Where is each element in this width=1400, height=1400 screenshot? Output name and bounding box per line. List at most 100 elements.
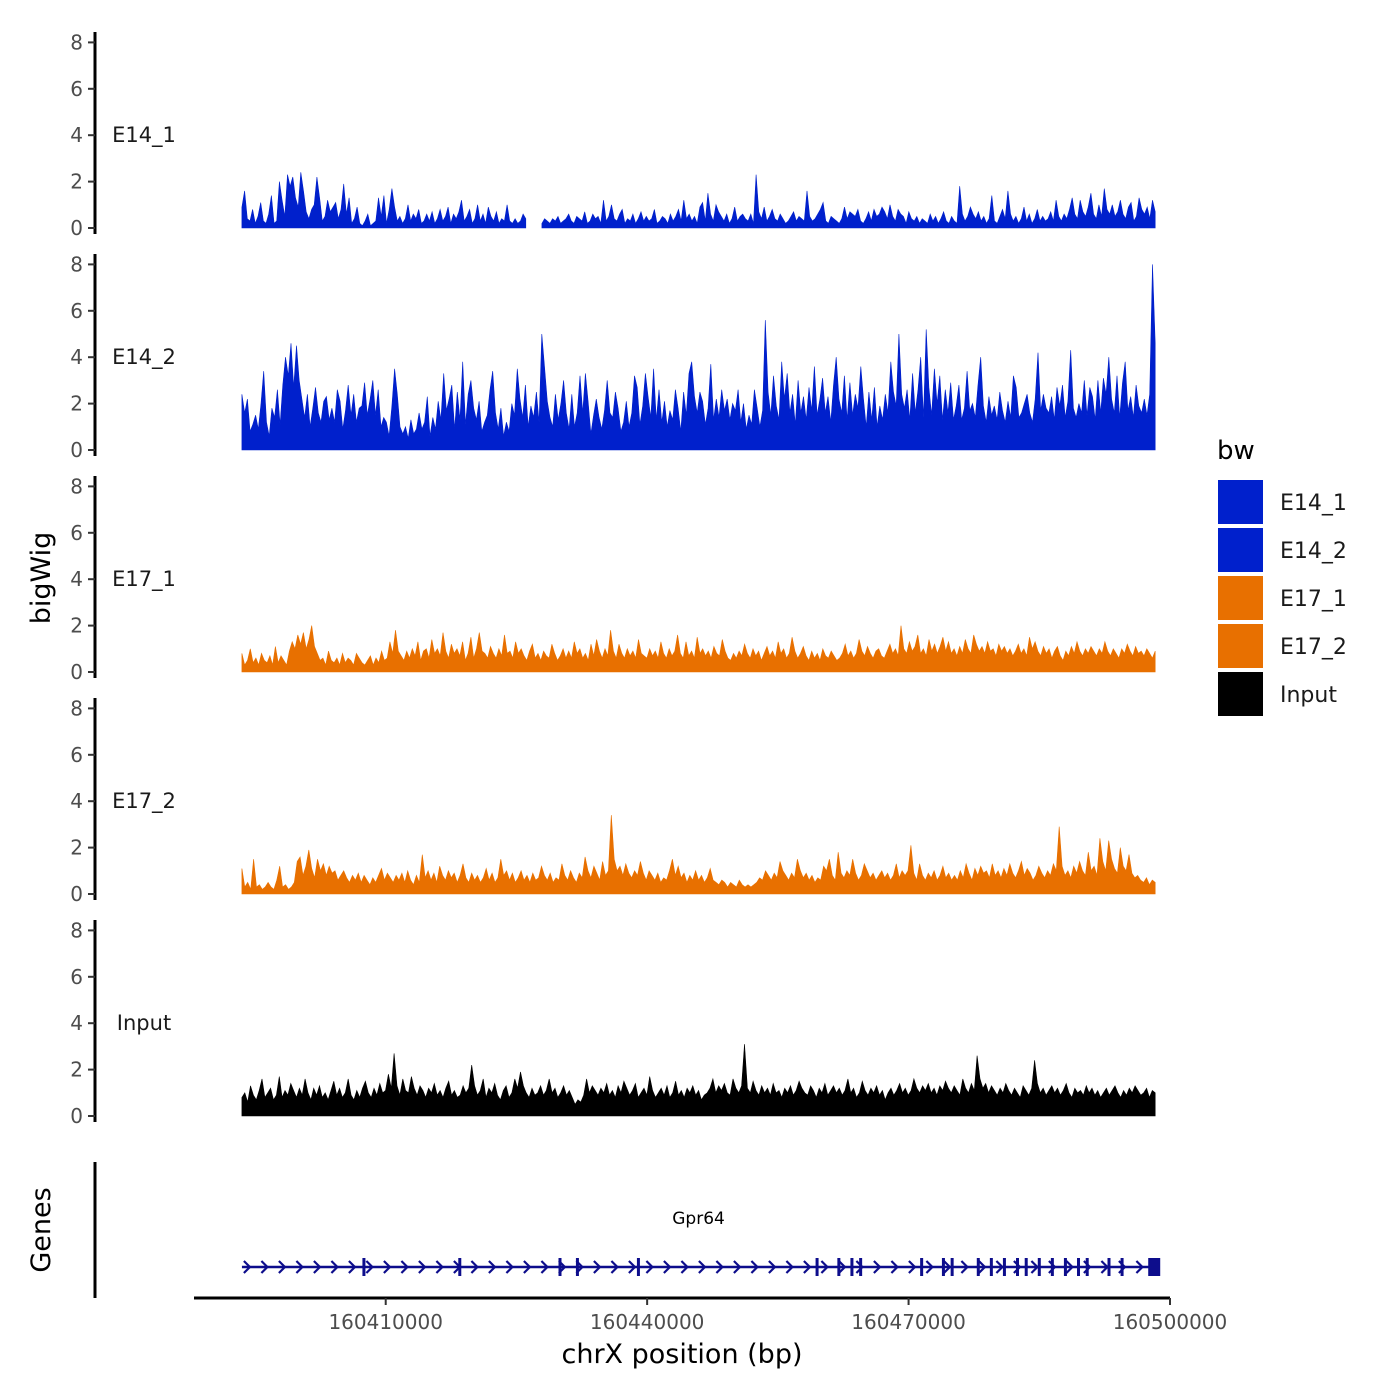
- exon: [859, 1258, 863, 1276]
- coverage-area-Input: [241, 1044, 1156, 1117]
- strand-arrow: [435, 1260, 444, 1274]
- strand-arrow: [593, 1260, 602, 1274]
- y-tick-label: 4: [70, 345, 83, 369]
- y-tick-label: 0: [70, 216, 83, 240]
- legend-swatch: [1218, 624, 1263, 668]
- legend-swatch: [1218, 576, 1263, 620]
- exon: [837, 1258, 841, 1276]
- x-tick-label: 160500000: [1113, 1310, 1228, 1334]
- strand-arrow: [348, 1260, 357, 1274]
- track-Input: 0 2 4 6 8 Input: [70, 918, 1156, 1128]
- strand-arrow: [733, 1260, 742, 1274]
- legend-item-E14_1: E14_1: [1218, 480, 1347, 524]
- strand-arrow: [488, 1260, 497, 1274]
- strand-arrow: [1030, 1260, 1039, 1274]
- y-tick-label: 8: [70, 30, 83, 54]
- y-tick-label: 2: [70, 614, 83, 638]
- strand-arrow: [1013, 1260, 1022, 1274]
- x-axis: 160410000 160440000 160470000 160500000: [194, 1296, 1228, 1334]
- coverage-area-E17_1: [241, 625, 1156, 673]
- strand-arrow: [610, 1260, 619, 1274]
- y-tick-label: 0: [70, 660, 83, 684]
- legend-item-Input: Input: [1218, 672, 1337, 716]
- y-tick-label: 2: [70, 836, 83, 860]
- strand-arrow: [523, 1260, 532, 1274]
- gene-label: Gpr64: [672, 1209, 725, 1229]
- strand-arrow: [995, 1260, 1004, 1274]
- strand-arrow: [645, 1260, 654, 1274]
- y-tick-label: 4: [70, 123, 83, 147]
- legend-swatch: [1218, 672, 1263, 716]
- strand-arrow: [908, 1260, 917, 1274]
- x-tick-label: 160440000: [590, 1310, 705, 1334]
- y-tick-label: 6: [70, 299, 83, 323]
- legend-label: Input: [1280, 683, 1337, 708]
- strand-arrow: [400, 1260, 409, 1274]
- track-label: E14_1: [112, 123, 176, 148]
- legend-item-E14_2: E14_2: [1218, 528, 1347, 572]
- legend-swatch: [1218, 480, 1263, 524]
- strand-arrow: [628, 1260, 637, 1274]
- strand-arrow: [785, 1260, 794, 1274]
- legend-title: bw: [1217, 436, 1255, 466]
- exon: [920, 1258, 924, 1276]
- track-label: E14_2: [112, 345, 176, 370]
- y-tick-label: 4: [70, 567, 83, 591]
- strand-arrow: [1065, 1260, 1074, 1274]
- y-tick-label: 8: [70, 252, 83, 276]
- y-tick-label: 6: [70, 743, 83, 767]
- genes-axis-title: Genes: [26, 1187, 57, 1272]
- strand-arrow: [260, 1260, 269, 1274]
- y-tick-label: 6: [70, 965, 83, 989]
- y-tick-label: 2: [70, 170, 83, 194]
- y-tick-label: 2: [70, 392, 83, 416]
- y-tick-label: 0: [70, 882, 83, 906]
- strand-arrow: [295, 1260, 304, 1274]
- strand-arrow: [838, 1260, 847, 1274]
- strand-arrow: [663, 1260, 672, 1274]
- exon: [1037, 1258, 1041, 1276]
- exon: [362, 1258, 366, 1276]
- legend-swatch: [1218, 528, 1263, 572]
- exon: [950, 1258, 954, 1276]
- exon: [1120, 1258, 1124, 1276]
- y-tick-label: 6: [70, 77, 83, 101]
- legend-label: E14_2: [1280, 539, 1347, 564]
- exon: [458, 1258, 462, 1276]
- y-tick-label: 8: [70, 474, 83, 498]
- track-E14_2: 0 2 4 6 8 E14_2: [70, 252, 1156, 462]
- x-axis-title: chrX position (bp): [561, 1339, 802, 1370]
- track-label: Input: [117, 1011, 171, 1035]
- legend-item-E17_2: E17_2: [1218, 624, 1347, 668]
- strand-arrow: [698, 1260, 707, 1274]
- strand-arrow: [943, 1260, 952, 1274]
- terminal-exon: [1148, 1258, 1161, 1276]
- strand-arrow: [715, 1260, 724, 1274]
- strand-arrow: [680, 1260, 689, 1274]
- strand-arrow: [855, 1260, 864, 1274]
- x-tick-label: 160410000: [328, 1310, 443, 1334]
- strand-arrow: [925, 1260, 934, 1274]
- genes-panel: Gpr64: [93, 1162, 1161, 1298]
- track-E17_1: 0 2 4 6 8 E17_1: [70, 474, 1156, 684]
- strand-arrow: [243, 1260, 252, 1274]
- strand-arrow: [750, 1260, 759, 1274]
- gene-Gpr64: Gpr64: [241, 1209, 1161, 1276]
- strand-arrow: [313, 1260, 322, 1274]
- strand-arrow: [873, 1260, 882, 1274]
- strand-arrow: [470, 1260, 479, 1274]
- track-label: E17_2: [112, 789, 176, 814]
- track-label: E17_1: [112, 567, 176, 592]
- exon: [1077, 1258, 1080, 1276]
- strand-arrow: [505, 1260, 514, 1274]
- exon: [1002, 1258, 1006, 1276]
- legend-label: E14_1: [1280, 491, 1347, 516]
- strand-arrow: [418, 1260, 427, 1274]
- y-tick-label: 6: [70, 521, 83, 545]
- strand-arrow: [960, 1260, 969, 1274]
- exon: [1085, 1258, 1089, 1276]
- y-tick-label: 4: [70, 789, 83, 813]
- strand-arrow: [365, 1260, 374, 1274]
- exon: [575, 1258, 579, 1276]
